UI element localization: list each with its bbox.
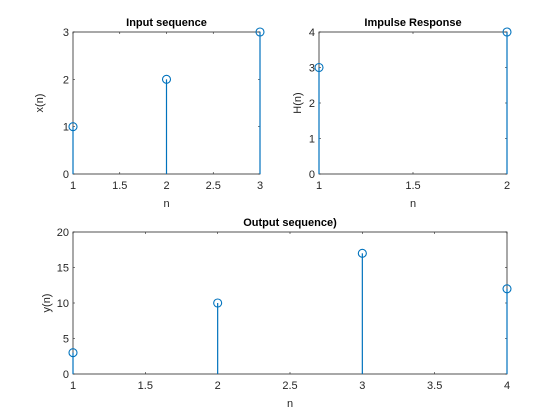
x-axis-label-input: n: [163, 198, 169, 210]
y-tick-label-output: 0: [63, 369, 69, 381]
stem-marker-output: [68, 348, 78, 358]
stem-marker-input: [161, 74, 172, 84]
x-tick-label-output: 2: [215, 380, 221, 392]
x-tick-label-input: 3: [257, 180, 263, 192]
stem-marker-output: [357, 248, 367, 258]
x-tick-label-input: 2.5: [206, 180, 221, 192]
x-tick-label-output: 2.5: [282, 380, 297, 392]
stem-marker-input: [68, 122, 78, 132]
y-axis-label-output: y(n): [41, 294, 53, 313]
x-tick-label-impulse: 2: [504, 180, 510, 192]
x-tick-label-input: 2: [163, 180, 169, 192]
x-axis-label-output: n: [287, 398, 293, 410]
y-tick-label-output: 20: [57, 227, 69, 239]
y-axis-label-input: x(n): [34, 94, 46, 113]
x-tick-label-output: 4: [504, 380, 510, 392]
stem-marker-output: [213, 298, 223, 308]
y-tick-label-output: 10: [57, 298, 69, 310]
x-axis-label-impulse: n: [410, 198, 416, 210]
y-tick-label-impulse: 1: [309, 134, 315, 146]
chart-title-input: Input sequence: [126, 17, 207, 29]
x-tick-label-output: 1: [70, 380, 76, 392]
stem-marker-output: [502, 284, 512, 294]
y-tick-label-input: 3: [63, 27, 69, 39]
y-tick-label-input: 2: [63, 74, 69, 86]
marks-output: 1 1.5 2 2.5 3 3.5 4 0 5 10 15 20: [57, 227, 512, 392]
stem-marker-impulse: [314, 62, 324, 73]
stem-marker-input: [255, 27, 265, 37]
x-tick-label-output: 3: [359, 380, 365, 392]
y-tick-label-output: 5: [63, 334, 69, 346]
plot-area-output: [72, 231, 508, 375]
y-tick-label-impulse: 4: [309, 27, 315, 39]
y-tick-label-input: 0: [63, 169, 69, 181]
y-tick-label-impulse: 2: [309, 98, 315, 110]
y-tick-label-impulse: 3: [309, 63, 315, 75]
stem-marker-impulse: [502, 27, 512, 37]
x-tick-label-output: 1.5: [138, 380, 153, 392]
subplot-output-sequence: 1 1.5 2 2.5 3 3.5 4 0 5 10 15 20 Output sequence) n…: [41, 217, 512, 410]
y-tick-label-input: 1: [63, 122, 69, 134]
chart-title-impulse: Impulse Response: [364, 17, 461, 29]
x-tick-label-impulse: 1.5: [405, 180, 420, 192]
x-tick-label-impulse: 1: [316, 180, 322, 192]
y-tick-label-output: 15: [57, 263, 69, 275]
x-tick-label-output: 3.5: [427, 380, 442, 392]
plot-area-impulse: [318, 31, 508, 175]
y-axis-label-impulse: H(n): [292, 92, 304, 113]
x-tick-label-input: 1: [70, 180, 76, 192]
chart-title-output: Output sequence): [243, 217, 337, 229]
y-tick-label-impulse: 0: [309, 169, 315, 181]
x-tick-label-input: 1.5: [112, 180, 127, 192]
